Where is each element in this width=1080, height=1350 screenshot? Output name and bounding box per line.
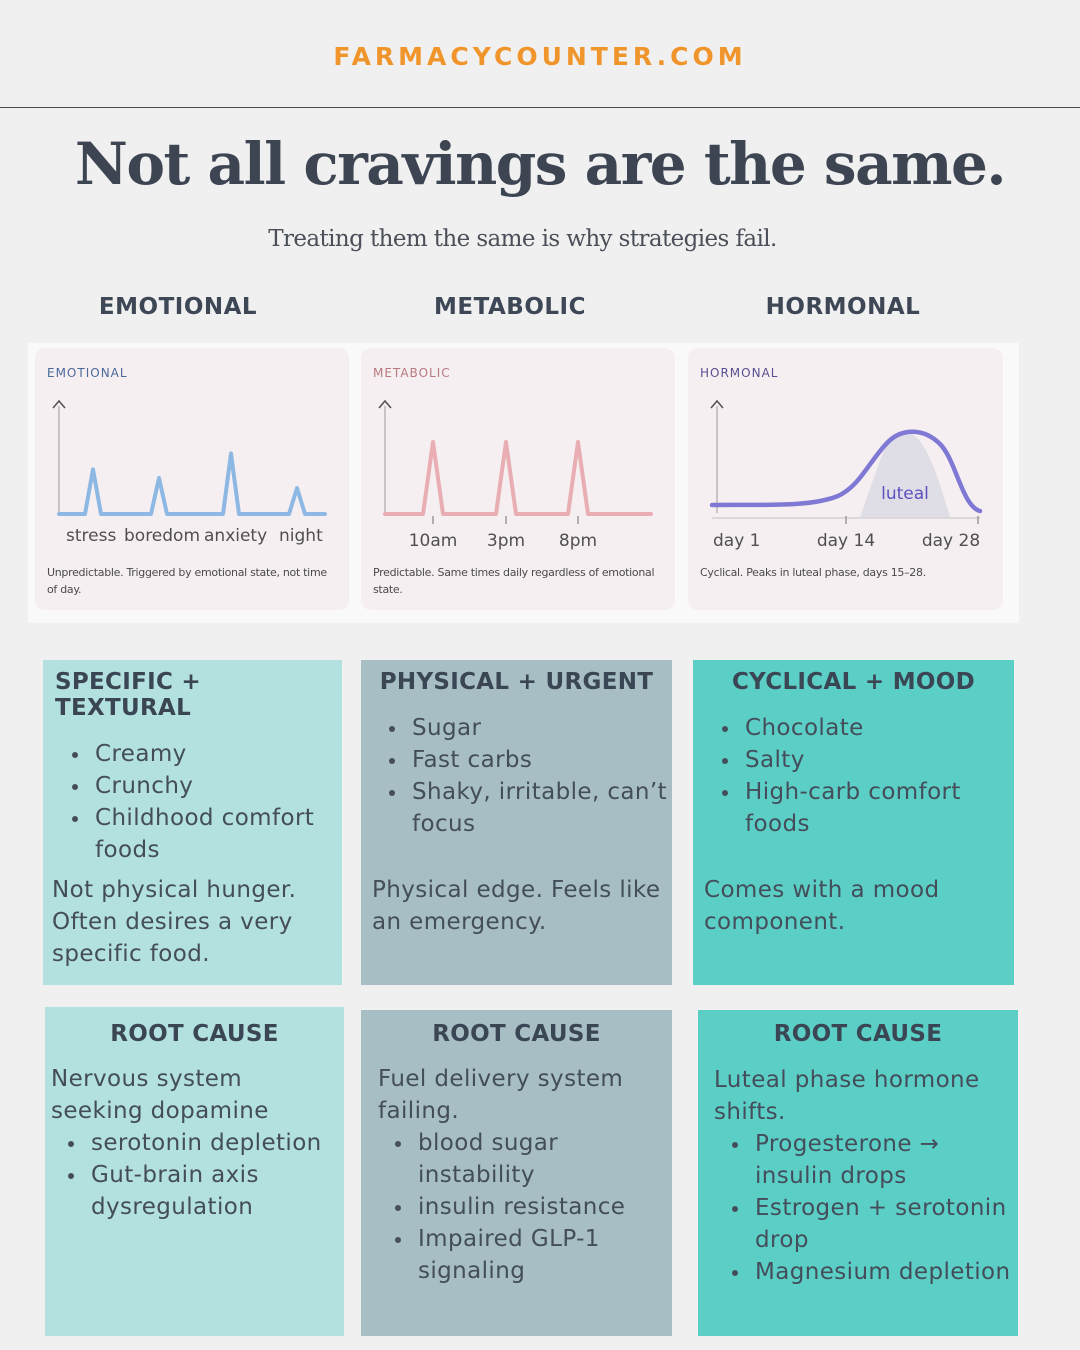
metabolic-chart: 10am 3pm 8pm <box>378 399 653 551</box>
emotional-tick-boredom: boredom <box>124 526 200 546</box>
metabolic-root-cause-heading: ROOT CAUSE <box>432 1021 601 1047</box>
metabolic-series-line <box>383 440 653 516</box>
emotional-tick-stress: stress <box>66 526 116 546</box>
list-item: Impaired GLP-1 signaling <box>378 1223 672 1287</box>
emotional-tick-anxiety: anxiety <box>204 526 267 546</box>
list-item: Chocolate <box>705 712 1014 744</box>
emotional-panel-note: Not physical hunger. Often desires a ver… <box>52 877 297 967</box>
site-url[interactable]: FARMACYCOUNTER.COM <box>333 42 747 71</box>
list-item: insulin resistance <box>378 1191 672 1223</box>
list-item: Sugar <box>372 712 672 744</box>
emotional-root-cause-panel: ROOT CAUSE Nervous system seeking dopami… <box>45 1007 344 1336</box>
list-item: blood sugar instability <box>378 1127 672 1191</box>
list-item: Creamy <box>55 738 342 770</box>
hormonal-chart-card: HORMONAL luteal day 1 day 14 day 28 Cycl… <box>688 348 1003 610</box>
metabolic-craving-list: Sugar Fast carbs Shaky, irritable, can’t… <box>361 712 672 840</box>
hormonal-y-arrow <box>710 399 724 409</box>
metabolic-root-cause-list: blood sugar instability insulin resistan… <box>361 1127 672 1287</box>
list-item: High-carb comfort foods <box>705 776 1014 840</box>
list-item: Shaky, irritable, can’t focus <box>372 776 672 840</box>
emotional-chart-caption: Unpredictable. Triggered by emotional st… <box>47 566 327 596</box>
metabolic-root-cause-intro: Fuel delivery system failing. <box>378 1066 624 1124</box>
hormonal-tick-day14: day 14 <box>817 531 875 551</box>
hormonal-series-line <box>709 429 983 514</box>
hormonal-root-cause-intro: Luteal phase hormone shifts. <box>714 1067 980 1125</box>
list-item: Gut-brain axis dysregulation <box>51 1159 344 1223</box>
hormonal-root-cause-heading: ROOT CAUSE <box>773 1021 943 1047</box>
metabolic-chart-card: METABOLIC 10am 3pm 8pm Predictable. Same… <box>361 348 675 610</box>
hormonal-root-cause-panel: ROOT CAUSE Luteal phase hormone shifts. … <box>698 1010 1018 1336</box>
emotional-chart-label: EMOTIONAL <box>47 366 128 380</box>
hormonal-chart: luteal day 1 day 14 day 28 <box>709 399 983 551</box>
metabolic-chart-label: METABOLIC <box>373 366 451 380</box>
emotional-symptom-panel: SPECIFIC + TEXTURAL Creamy Crunchy Child… <box>43 660 342 985</box>
metabolic-chart-caption: Predictable. Same times daily regardless… <box>373 566 655 596</box>
emotional-chart-card: EMOTIONAL stress boredom anxiety night U… <box>35 348 349 610</box>
hormonal-craving-list: Chocolate Salty High-carb comfort foods <box>693 712 1014 840</box>
hormonal-chart-caption: Cyclical. Peaks in luteal phase, days 15… <box>700 566 926 579</box>
hormonal-panel-heading: CYCLICAL + MOOD <box>731 669 975 695</box>
hormonal-chart-label: HORMONAL <box>700 366 779 380</box>
page-title: Not all cravings are the same. <box>74 130 1007 198</box>
emotional-tick-night: night <box>279 526 323 546</box>
emotional-root-cause-heading: ROOT CAUSE <box>110 1021 279 1047</box>
list-item: Childhood comfort foods <box>55 802 342 866</box>
list-item: Crunchy <box>55 770 342 802</box>
metabolic-symptom-panel: PHYSICAL + URGENT Sugar Fast carbs Shaky… <box>361 660 672 985</box>
metabolic-tick-8pm: 8pm <box>559 531 597 551</box>
metabolic-tick-3pm: 3pm <box>487 531 525 551</box>
metabolic-panel-heading: PHYSICAL + URGENT <box>379 669 654 695</box>
emotional-series-line <box>57 451 327 516</box>
hormonal-tick-day28: day 28 <box>922 531 980 551</box>
emotional-y-arrow <box>52 399 66 409</box>
emotional-root-cause-list: serotonin depletion Gut-brain axis dysre… <box>45 1127 344 1223</box>
column-heading-metabolic: METABOLIC <box>434 294 586 320</box>
hormonal-luteal-label: luteal <box>881 484 929 504</box>
column-heading-emotional: EMOTIONAL <box>98 294 258 320</box>
list-item: Fast carbs <box>372 744 672 776</box>
list-item: Salty <box>705 744 1014 776</box>
list-item: Estrogen + serotonin drop <box>715 1192 1018 1256</box>
metabolic-panel-note: Physical edge. Feels like an emergency. <box>372 877 661 935</box>
list-item: Magnesium depletion <box>715 1256 1018 1288</box>
list-item: serotonin depletion <box>51 1127 344 1159</box>
column-heading-hormonal: HORMONAL <box>765 294 921 320</box>
hormonal-panel-note: Comes with a mood component. <box>704 877 940 935</box>
emotional-panel-heading: SPECIFIC + TEXTURAL <box>55 669 201 721</box>
emotional-chart: stress boredom anxiety night <box>52 399 327 546</box>
hormonal-luteal-area <box>860 432 950 517</box>
metabolic-y-arrow <box>378 399 392 409</box>
list-item: Progesterone → insulin drops <box>715 1128 1018 1192</box>
metabolic-root-cause-panel: ROOT CAUSE Fuel delivery system failing.… <box>361 1010 672 1336</box>
page-subtitle: Treating them the same is why strategies… <box>268 226 777 252</box>
emotional-craving-list: Creamy Crunchy Childhood comfort foods <box>43 738 342 866</box>
emotional-root-cause-intro: Nervous system seeking dopamine <box>51 1066 269 1124</box>
hormonal-tick-day1: day 1 <box>713 531 761 551</box>
metabolic-tick-10am: 10am <box>409 531 458 551</box>
hormonal-root-cause-list: Progesterone → insulin drops Estrogen + … <box>698 1128 1018 1288</box>
hormonal-symptom-panel: CYCLICAL + MOOD Chocolate Salty High-car… <box>693 660 1014 985</box>
site-header: FARMACYCOUNTER.COM <box>0 0 1080 108</box>
charts-strip: EMOTIONAL stress boredom anxiety night U… <box>28 343 1019 623</box>
